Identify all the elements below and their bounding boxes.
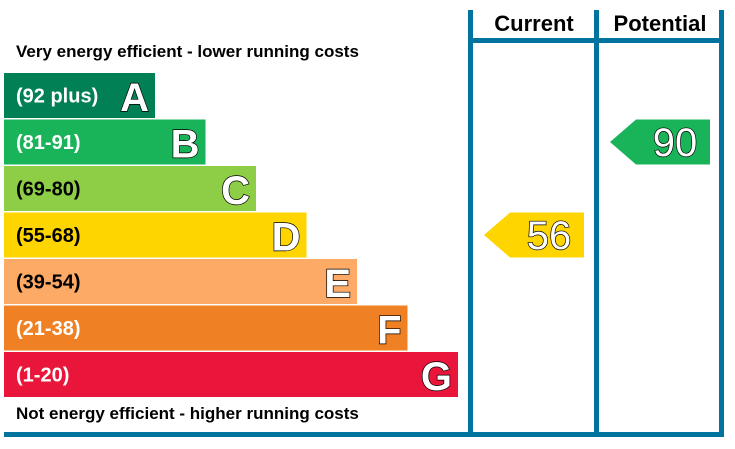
band-range-label: (69-80) — [16, 179, 80, 201]
band-range-label: (21-38) — [16, 318, 80, 340]
band-letter-a: A — [120, 76, 149, 120]
frame-right-line — [719, 10, 724, 437]
band-g: (1-20) G — [4, 352, 458, 400]
potential-rating-arrow-value: 90 — [653, 121, 698, 165]
current-rating-arrow-value: 56 — [527, 214, 572, 258]
potential-rating-arrow-shape — [610, 119, 710, 165]
frame-left-line — [468, 10, 473, 437]
band-f: (21-38) F — [4, 305, 408, 353]
band-d: (55-68) D — [4, 212, 307, 260]
band-bar-f — [4, 305, 408, 351]
band-letter-b: B — [171, 123, 200, 167]
band-a: (92 plus) A — [4, 73, 155, 121]
band-range-label: (81-91) — [16, 132, 80, 154]
current-rating-arrow: 56 — [484, 212, 584, 259]
band-bar-d — [4, 212, 307, 258]
frame-bottom-line — [4, 432, 724, 437]
band-letter-c: C — [221, 169, 250, 213]
band-letter-f: F — [377, 309, 401, 353]
frame-header-line — [468, 38, 724, 43]
band-bar-g — [4, 352, 458, 397]
band-range-label: (55-68) — [16, 225, 80, 247]
band-letter-e: E — [324, 262, 351, 306]
rating-arrows: 56 90 — [484, 119, 710, 259]
columns-frame — [4, 10, 724, 437]
current-column-header: Current — [494, 11, 574, 36]
band-letter-g: G — [421, 355, 452, 399]
band-range-label: (92 plus) — [16, 86, 98, 108]
band-bar-e — [4, 259, 357, 304]
band-bar-a — [4, 73, 155, 118]
rating-bands: (92 plus) A(81-91) B(69-80) C(55-68) D(39-54… — [4, 73, 458, 400]
band-range-label: (39-54) — [16, 272, 80, 294]
band-bar-c — [4, 166, 256, 211]
band-b: (81-91) B — [4, 119, 206, 167]
band-range-label: (1-20) — [16, 365, 69, 387]
bottom-caption: Not energy efficient - higher running co… — [16, 404, 359, 423]
potential-rating-arrow: 90 — [610, 119, 710, 166]
frame-middle-line — [594, 10, 599, 437]
band-letter-d: D — [272, 216, 301, 260]
potential-column-header: Potential — [614, 11, 707, 36]
top-caption: Very energy efficient - lower running co… — [16, 42, 359, 61]
band-c: (69-80) C — [4, 166, 256, 214]
band-bar-b — [4, 119, 206, 165]
current-rating-arrow-shape — [484, 212, 584, 258]
band-e: (39-54) E — [4, 259, 357, 307]
